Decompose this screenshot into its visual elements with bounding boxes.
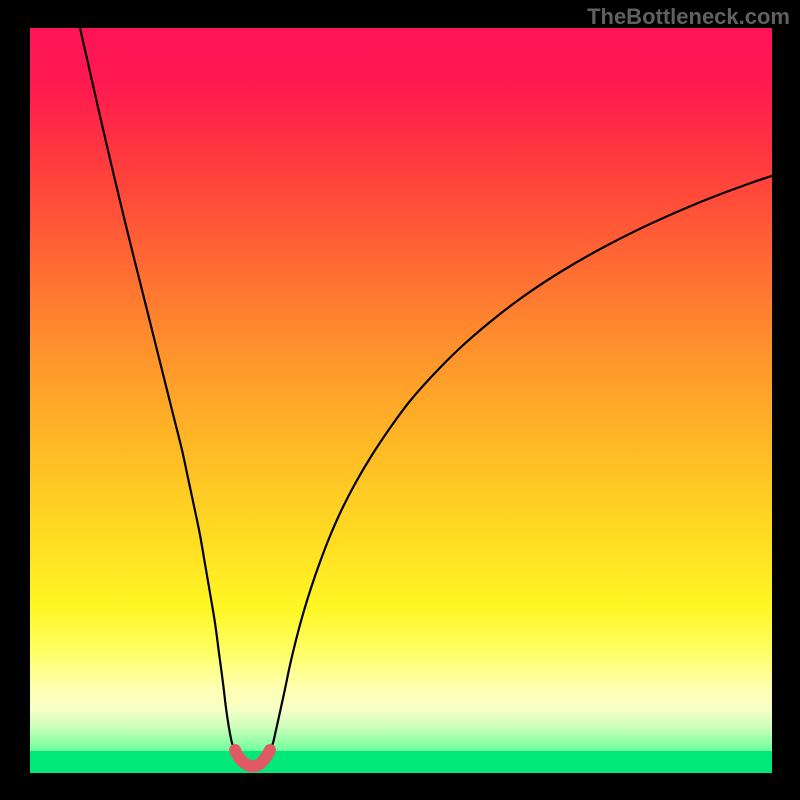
right-curve [270,166,772,750]
curves-svg [30,28,772,773]
valley-curve [235,750,270,766]
left-curve [80,28,235,750]
watermark-text: TheBottleneck.com [587,4,790,30]
chart-container: TheBottleneck.com [0,0,800,800]
plot-area [30,28,772,773]
